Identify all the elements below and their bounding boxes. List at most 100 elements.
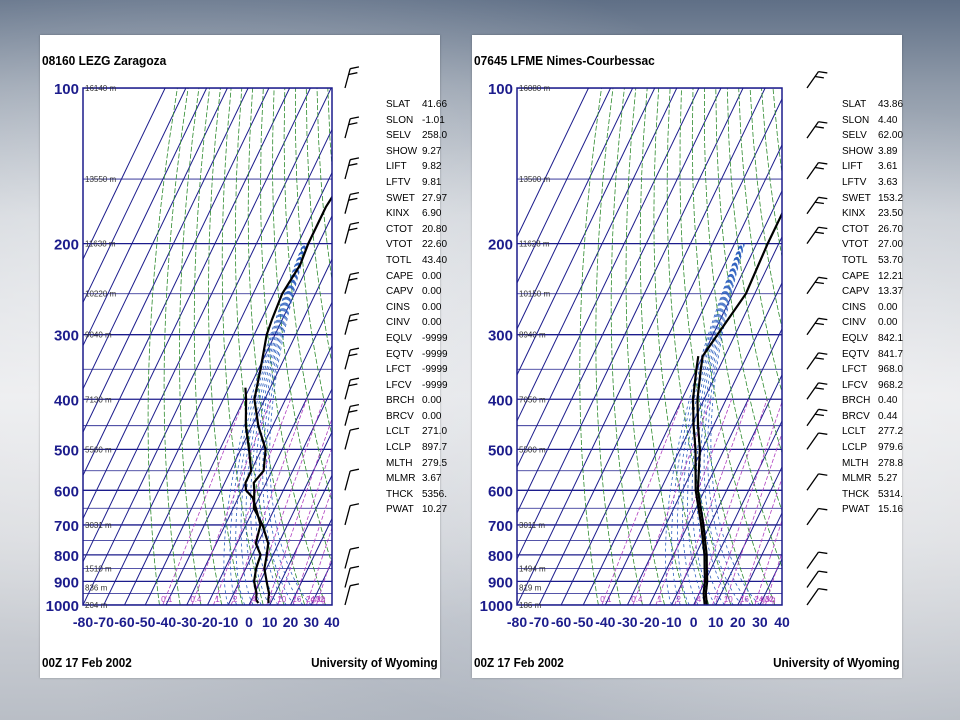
wind-barb [806,352,828,370]
index-value: 0.00 [422,286,442,298]
mixing-ratio-label: 24 [754,595,763,604]
plot-area [517,88,782,605]
index-value: 5356. [422,488,448,500]
moist-adiabat [258,243,307,605]
mixing-ratio-line [249,399,325,605]
wind-barb-flag [350,583,360,587]
pressure-tick-label: 200 [488,237,513,254]
index-name: THCK [386,488,414,500]
index-row: CINS 0.00 [842,300,903,316]
wind-barb-flag [818,432,828,435]
index-name: CTOT [842,223,870,235]
index-row: BRCV 0.44 [842,409,903,425]
mixing-ratio-label: 0.4 [190,595,202,604]
index-name: LFTV [842,176,867,188]
height-label: 16080 m [519,84,550,93]
temperature-tick-label: 0 [245,614,253,630]
pressure-tick-label: 300 [488,328,513,345]
index-name: LFCT [386,364,411,376]
temperature-tick-label: -60 [551,614,571,630]
index-name: PWAT [842,504,870,516]
wind-barb [806,587,828,606]
temperature-tick-label: -80 [73,614,93,630]
mixing-ratio-line [754,519,782,605]
mixing-ratio-line [266,417,332,605]
index-value: 27.00 [878,239,904,251]
moist-adiabat [254,243,306,605]
wind-barb-staff [806,196,820,215]
wind-barb-staff [344,379,351,400]
wind-barb-staff [806,162,820,180]
wind-barb [344,546,360,569]
temperature-tick-label: 0 [690,614,698,630]
wind-barb-staff [806,508,820,526]
wind-barb-staff [344,585,351,606]
index-value: -9999 [422,348,448,360]
dry-adiabat [625,88,665,605]
isotherm-line [103,128,332,605]
mixing-ratio-label: 4 [697,595,702,604]
dry-adiabat [179,88,202,605]
wind-barb-flag [818,551,828,555]
index-value: 0.00 [422,317,442,329]
dry-adiabat [610,88,643,605]
wind-barb-staff [806,570,820,588]
wind-barb [806,408,828,427]
height-label: 11638 m [85,240,116,249]
temperature-tick-label: 10 [262,614,278,630]
mixing-ratio-label: g/kg [310,595,325,604]
wind-barb-flag [818,276,828,280]
index-value: 271.0 [422,426,448,438]
temperature-tick-label: -30 [177,614,197,630]
index-name: CAPE [842,270,870,282]
wind-barb [344,271,360,294]
height-label: 7050 m [519,395,546,404]
index-value: 4.40 [878,114,898,126]
height-label: 3031 m [85,521,112,530]
wind-barb [344,221,360,244]
index-value: 0.40 [878,395,898,407]
source-credit: University of Wyoming [773,655,900,670]
index-row: CAPV 13.37 [842,284,903,300]
wind-barb-staff [344,68,351,89]
index-name: LFTV [386,176,411,188]
height-label: 13550 m [85,175,116,184]
wind-barb [806,196,828,215]
wind-barb-flag [350,221,360,225]
index-name: SLON [842,114,870,126]
index-row: CAPE 0.00 [386,269,448,285]
temperature-tick-label: 10 [708,614,724,630]
index-name: VTOT [842,239,869,251]
pressure-tick-label: 200 [54,237,79,254]
index-value: 0.44 [878,410,898,422]
index-row: BRCV 0.00 [386,409,448,425]
wind-barb-staff [344,568,351,588]
pressure-tick-label: 600 [54,483,79,500]
mixing-ratio-line [765,551,782,605]
dry-adiabat [595,88,621,605]
index-row: EQTV -9999 [386,347,448,363]
height-label: 16140 m [85,84,116,93]
temperature-tick-label: -80 [507,614,527,630]
moist-adiabat [265,243,308,605]
wind-barb-flag [348,227,358,231]
index-name: LCLP [386,442,412,454]
height-label: 204 m [85,601,108,610]
index-value: 6.90 [422,208,442,220]
temperature-tick-label: -70 [529,614,549,630]
wind-barb [806,551,828,569]
height-label: 9040 m [85,331,112,340]
index-value: 153.2 [878,192,904,204]
index-row: CINS 0.00 [386,300,448,316]
wind-barb [806,70,828,89]
index-row: CAPE 12.21 [842,269,903,285]
index-row: LFCV 968.2 [842,378,903,394]
index-value: -9999 [422,364,448,376]
index-value: 62.00 [878,130,904,142]
source-credit: University of Wyoming [311,655,438,670]
index-name: VTOT [386,239,413,251]
wind-barb-flag [818,570,828,574]
height-label: 13500 m [519,175,550,184]
wind-barb-flag [348,72,358,76]
